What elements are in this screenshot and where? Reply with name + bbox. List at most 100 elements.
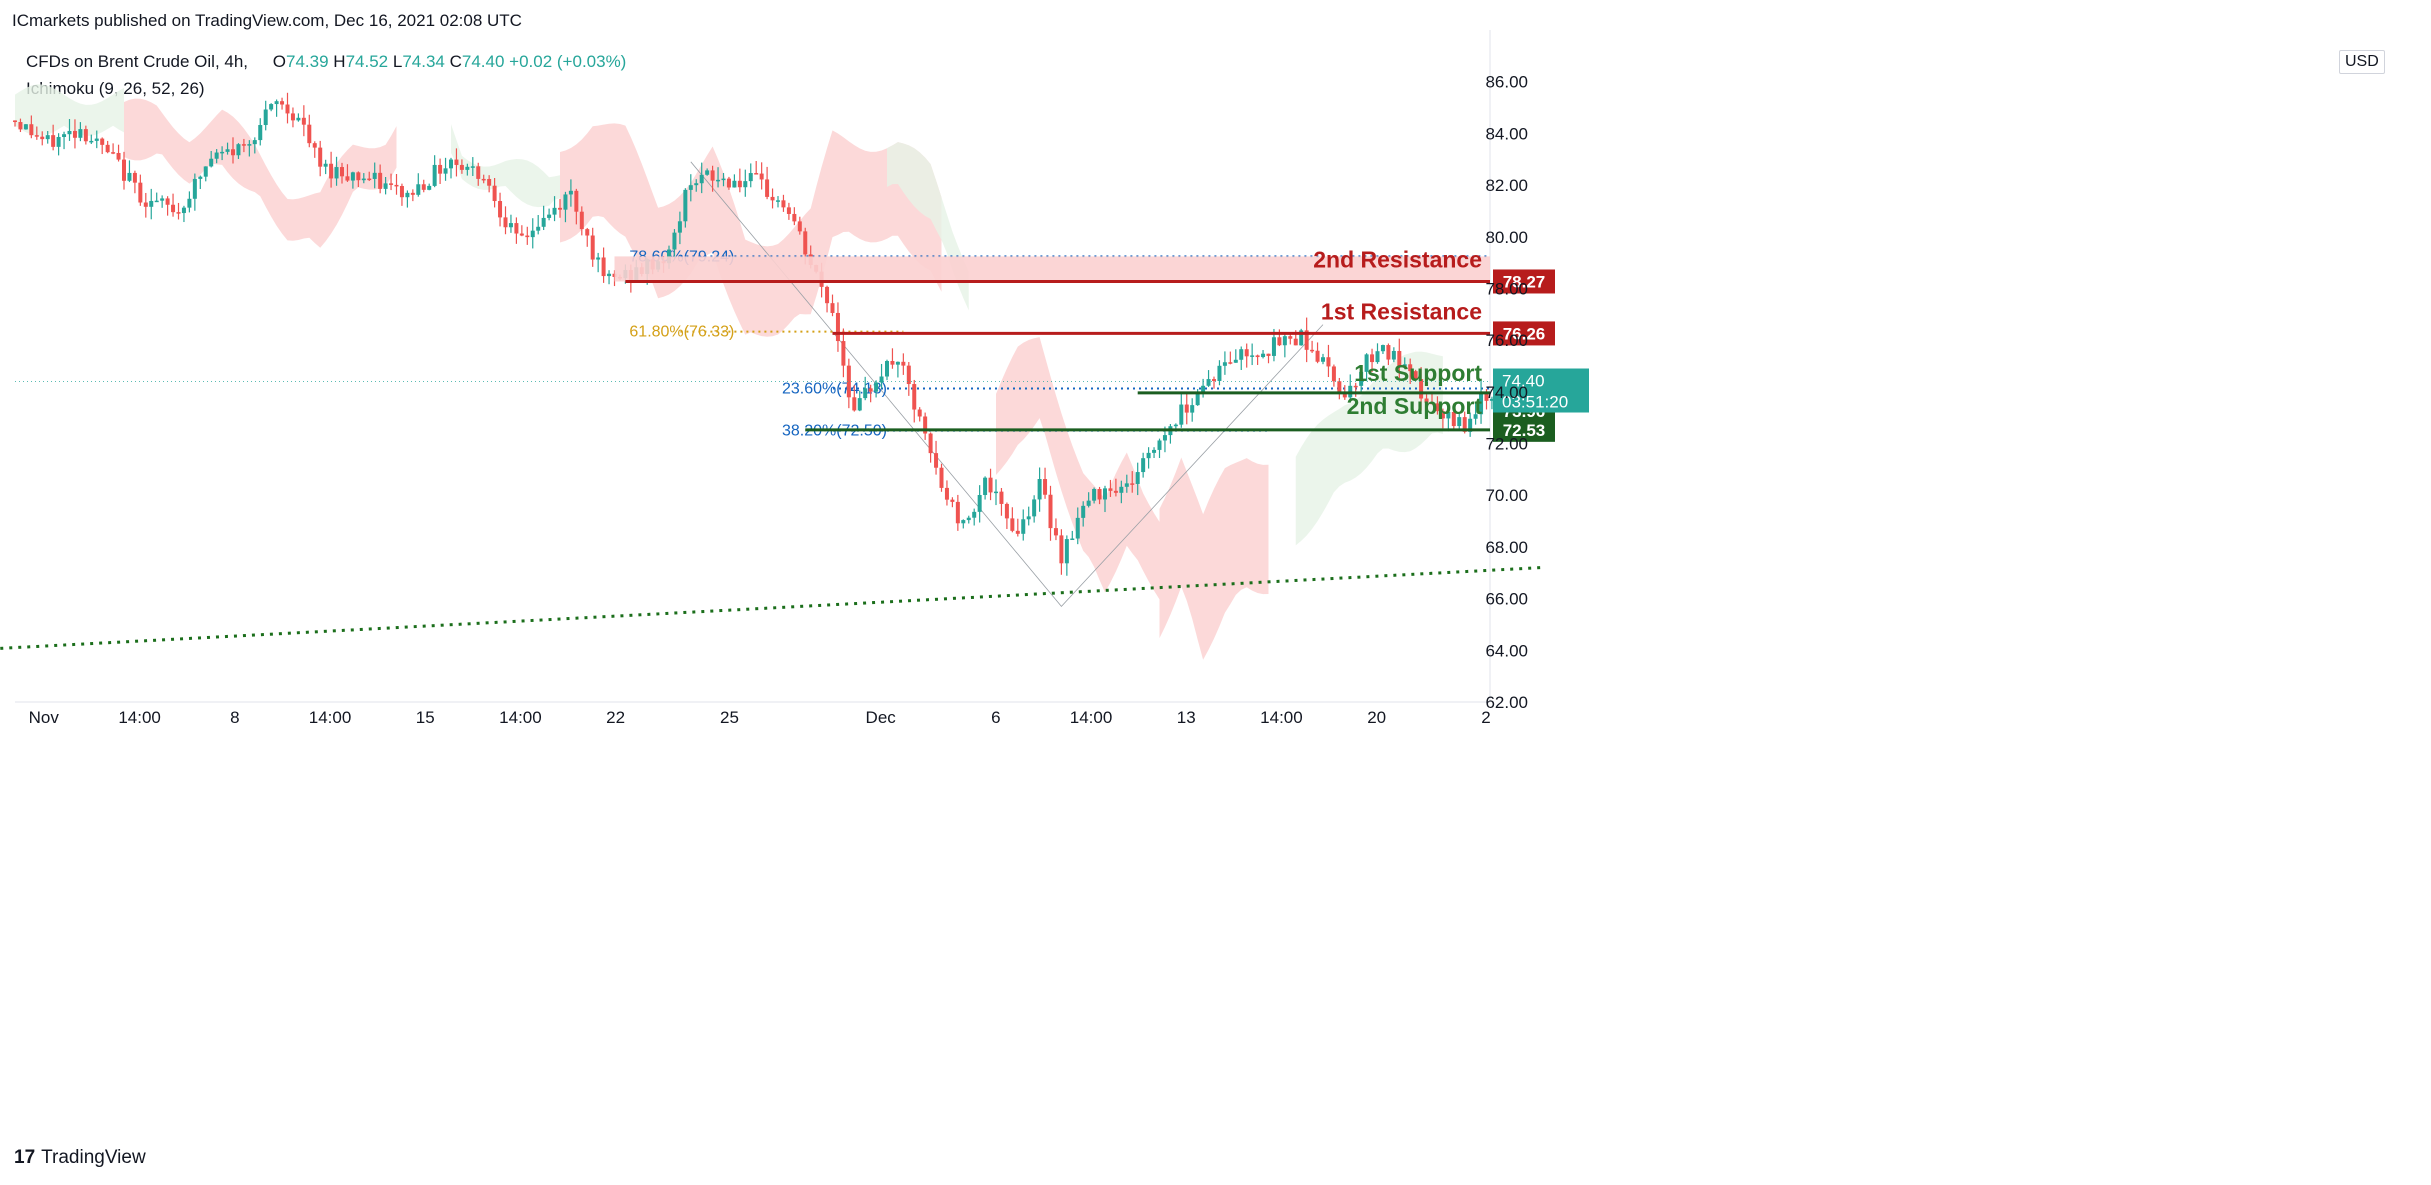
publisher-header: ICmarkets published on TradingView.com, … — [12, 11, 522, 30]
indicator-legend[interactable]: Ichimoku (9, 26, 52, 26) — [26, 79, 205, 98]
x-tick-label: 14:00 — [1070, 708, 1113, 727]
candle-body — [459, 164, 464, 170]
candle-body — [476, 166, 481, 179]
candle-body — [345, 176, 350, 181]
high-value: 74.52 — [345, 52, 389, 71]
candle-body — [1086, 500, 1091, 506]
y-tick-label: 62.00 — [1485, 693, 1528, 712]
candle-body — [721, 178, 726, 181]
currency-badge[interactable]: USD — [2339, 50, 2385, 74]
candle-body — [934, 453, 939, 468]
candle-body — [160, 198, 165, 201]
candle-body — [1010, 518, 1015, 531]
candle-body — [1059, 535, 1064, 564]
candle-body — [427, 185, 432, 190]
candle-body — [280, 101, 285, 105]
brand-name: TradingView — [41, 1147, 146, 1168]
candle-body — [361, 178, 366, 181]
cloud-segment — [1159, 457, 1269, 660]
candle-body — [1048, 494, 1053, 529]
candle-body — [470, 166, 475, 168]
candle-body — [1419, 379, 1424, 399]
y-tick-label: 68.00 — [1485, 538, 1528, 557]
candle-body — [165, 198, 170, 205]
candle-body — [127, 172, 132, 181]
candle-body — [1435, 403, 1440, 412]
candle-body — [312, 143, 317, 148]
candle-body — [677, 221, 682, 233]
candle-body — [263, 109, 268, 126]
candle-body — [950, 499, 955, 502]
y-tick-label: 84.00 — [1485, 124, 1528, 143]
candle-body — [171, 204, 176, 213]
close-value: 74.40 — [461, 52, 505, 71]
candle-body — [574, 190, 579, 212]
candle-body — [492, 185, 497, 202]
candle-body — [269, 104, 274, 110]
candle-body — [1157, 440, 1162, 450]
candle-body — [1430, 402, 1434, 405]
high-label: H — [333, 52, 346, 71]
x-tick-label: 14:00 — [1260, 708, 1303, 727]
candle-body — [1108, 488, 1113, 491]
candle-body — [198, 176, 203, 179]
candle-body — [23, 124, 28, 130]
level-name: 2nd Resistance — [1313, 246, 1482, 272]
candle-body — [56, 136, 61, 147]
candle-body — [247, 144, 252, 146]
symbol-legend[interactable]: CFDs on Brent Crude Oil, 4h, O74.39 H74.… — [26, 52, 626, 72]
candle-body — [220, 151, 225, 154]
candle-body — [29, 124, 34, 136]
candle-body — [579, 211, 584, 230]
axes-layer: 86.00 84.00 82.00 80.00 78.00 76.00 74.00 72.00… — [29, 73, 1528, 727]
candle-body — [318, 147, 323, 167]
candle-body — [1184, 404, 1189, 413]
level-name: 2nd Support — [1347, 393, 1483, 419]
y-tick-label: 78.00 — [1485, 279, 1528, 298]
symbol-name: CFDs on Brent Crude Oil, 4h, — [26, 52, 249, 71]
candle-body — [1075, 517, 1080, 539]
y-tick-label: 66.00 — [1485, 590, 1528, 609]
candle-body — [547, 214, 552, 218]
candle-body — [1288, 336, 1293, 339]
candle-body — [1103, 488, 1107, 500]
candle-body — [1206, 379, 1211, 386]
candle-body — [122, 159, 126, 181]
y-tick-label: 82.00 — [1485, 176, 1528, 195]
candle-body — [1015, 530, 1020, 534]
candle-body — [1331, 366, 1336, 382]
candle-body — [1064, 539, 1069, 564]
candle-body — [1195, 392, 1200, 406]
candle-body — [51, 135, 56, 147]
candle-body — [67, 130, 72, 135]
candle-body — [307, 124, 312, 144]
candle-body — [154, 200, 159, 203]
candle-body — [1326, 357, 1331, 367]
candle-body — [1190, 405, 1195, 413]
low-value: 74.34 — [402, 52, 445, 71]
candle-body — [1271, 337, 1276, 356]
x-tick-label: 14:00 — [118, 708, 161, 727]
fib-level-label: 23.60%(74.13) — [782, 380, 887, 397]
candle-body — [857, 398, 862, 411]
candle-body — [1070, 538, 1075, 541]
y-tick-label: 74.00 — [1485, 383, 1528, 402]
candle-body — [100, 138, 105, 145]
candle-body — [1310, 349, 1315, 352]
candle-body — [672, 232, 677, 250]
tradingview-logo[interactable]: 17 TradingView — [14, 1147, 146, 1169]
candle-body — [132, 172, 137, 183]
candle-body — [13, 120, 17, 123]
cloud-segment — [451, 124, 560, 208]
candle-body — [1124, 483, 1129, 487]
y-tick-label: 80.00 — [1485, 228, 1528, 247]
candle-body — [1021, 519, 1026, 534]
candle-body — [1053, 528, 1058, 536]
candle-body — [841, 341, 846, 366]
candle-body — [1146, 452, 1151, 459]
candle-body — [1141, 458, 1146, 473]
candle-body — [209, 158, 214, 167]
candle-body — [62, 134, 67, 137]
candle-body — [835, 312, 840, 342]
